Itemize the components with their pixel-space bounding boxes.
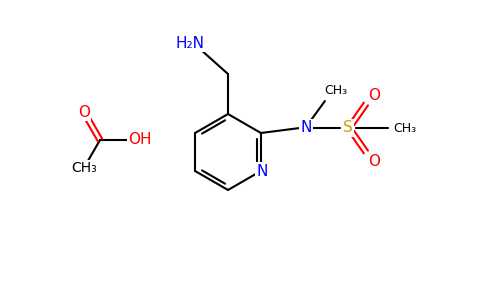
Text: O: O bbox=[368, 154, 380, 169]
Text: CH₃: CH₃ bbox=[393, 122, 416, 134]
Text: S: S bbox=[343, 121, 353, 136]
Text: O: O bbox=[368, 88, 380, 103]
Text: CH₃: CH₃ bbox=[324, 85, 348, 98]
Text: N: N bbox=[300, 121, 312, 136]
Text: O: O bbox=[78, 105, 90, 120]
Text: H₂N: H₂N bbox=[176, 35, 205, 50]
Text: OH: OH bbox=[128, 133, 152, 148]
Text: CH₃: CH₃ bbox=[71, 161, 97, 175]
Text: N: N bbox=[256, 164, 268, 178]
